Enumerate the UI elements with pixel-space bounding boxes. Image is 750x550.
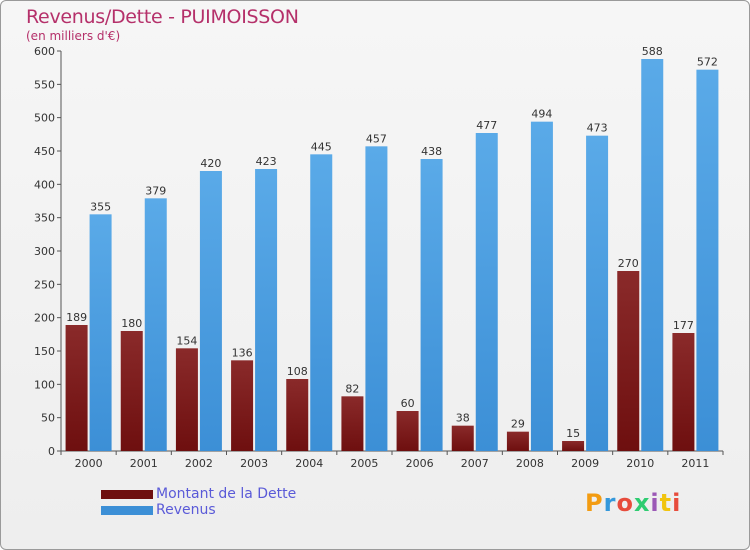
chart-subtitle: (en milliers d'€) (26, 29, 121, 43)
bar-revenus (365, 146, 388, 452)
data-label-revenus: 477 (476, 119, 497, 132)
bar-revenus (199, 171, 222, 451)
bar-dette (341, 396, 364, 451)
x-tick-label: 2008 (516, 457, 544, 470)
logo-letter: i (650, 489, 660, 517)
x-tick-label: 2010 (626, 457, 654, 470)
y-tick-label: 200 (34, 312, 55, 325)
y-tick-label: 50 (41, 412, 55, 425)
x-tick-label: 2004 (295, 457, 323, 470)
legend-label-dette: Montant de la Dette (156, 486, 297, 502)
bar-revenus (144, 198, 167, 451)
x-tick-label: 2003 (240, 457, 268, 470)
y-tick-label: 250 (34, 278, 55, 291)
bar-dette (65, 325, 88, 451)
data-label-dette: 82 (345, 382, 359, 395)
logo-letter: r (603, 489, 617, 517)
y-tick-label: 550 (34, 78, 55, 91)
data-label-revenus: 355 (90, 200, 111, 213)
y-tick-label: 0 (48, 445, 55, 458)
data-label-revenus: 423 (256, 155, 277, 168)
data-label-dette: 270 (618, 257, 639, 270)
x-tick-label: 2001 (130, 457, 158, 470)
x-tick-label: 2005 (350, 457, 378, 470)
bar-revenus (89, 214, 112, 451)
data-label-dette: 154 (176, 334, 197, 347)
bar-dette (617, 271, 640, 451)
data-label-dette: 189 (66, 311, 87, 324)
data-label-dette: 136 (232, 346, 253, 359)
data-label-dette: 180 (121, 317, 142, 330)
data-label-revenus: 420 (200, 157, 221, 170)
data-label-revenus: 588 (642, 45, 663, 58)
data-label-revenus: 473 (587, 122, 608, 135)
data-label-dette: 15 (566, 427, 580, 440)
bar-dette (396, 411, 419, 451)
y-tick-label: 100 (34, 378, 55, 391)
y-tick-label: 350 (34, 212, 55, 225)
y-tick-label: 300 (34, 245, 55, 258)
bar-dette (286, 379, 309, 451)
y-tick-label: 450 (34, 145, 55, 158)
logo-letter: o (616, 489, 634, 517)
data-label-revenus: 379 (145, 184, 166, 197)
bar-dette (672, 333, 695, 451)
bar-dette (120, 331, 143, 451)
legend-swatch-revenus (101, 506, 153, 515)
data-label-revenus: 445 (311, 140, 332, 153)
proxiti-logo: Proxiti (585, 489, 681, 517)
bar-revenus (255, 169, 278, 451)
bar-revenus (586, 135, 609, 451)
bar-revenus (696, 69, 719, 452)
data-label-dette: 60 (401, 397, 415, 410)
legend-label-revenus: Revenus (156, 502, 216, 518)
y-tick-label: 600 (34, 45, 55, 58)
y-tick-label: 400 (34, 178, 55, 191)
bar-revenus (530, 121, 553, 452)
x-tick-label: 2006 (406, 457, 434, 470)
data-label-dette: 108 (287, 365, 308, 378)
legend-swatch-dette (101, 490, 153, 499)
x-tick-label: 2002 (185, 457, 213, 470)
bar-dette (562, 441, 585, 451)
bar-revenus (641, 59, 664, 451)
data-label-revenus: 457 (366, 132, 387, 145)
bar-dette (231, 360, 254, 451)
logo-letter: P (585, 489, 604, 517)
bar-dette (175, 348, 198, 451)
data-label-revenus: 438 (421, 145, 442, 158)
bar-revenus (475, 133, 498, 451)
bar-revenus (310, 154, 333, 452)
y-tick-label: 150 (34, 345, 55, 358)
logo-letter: t (659, 489, 673, 517)
x-tick-label: 2007 (461, 457, 489, 470)
bar-revenus (420, 159, 443, 451)
x-tick-label: 2011 (681, 457, 709, 470)
bar-dette (451, 425, 474, 451)
logo-letter: x (633, 489, 651, 517)
y-tick-label: 500 (34, 112, 55, 125)
logo-letter: i (672, 489, 682, 517)
x-tick-label: 2000 (75, 457, 103, 470)
data-label-revenus: 572 (697, 56, 718, 69)
data-label-dette: 38 (456, 412, 470, 425)
x-tick-label: 2009 (571, 457, 599, 470)
data-label-dette: 29 (511, 418, 525, 431)
bar-dette (506, 431, 529, 451)
chart-title: Revenus/Dette - PUIMOISSON (26, 6, 299, 28)
data-label-revenus: 494 (531, 108, 552, 121)
data-label-dette: 177 (673, 319, 694, 332)
